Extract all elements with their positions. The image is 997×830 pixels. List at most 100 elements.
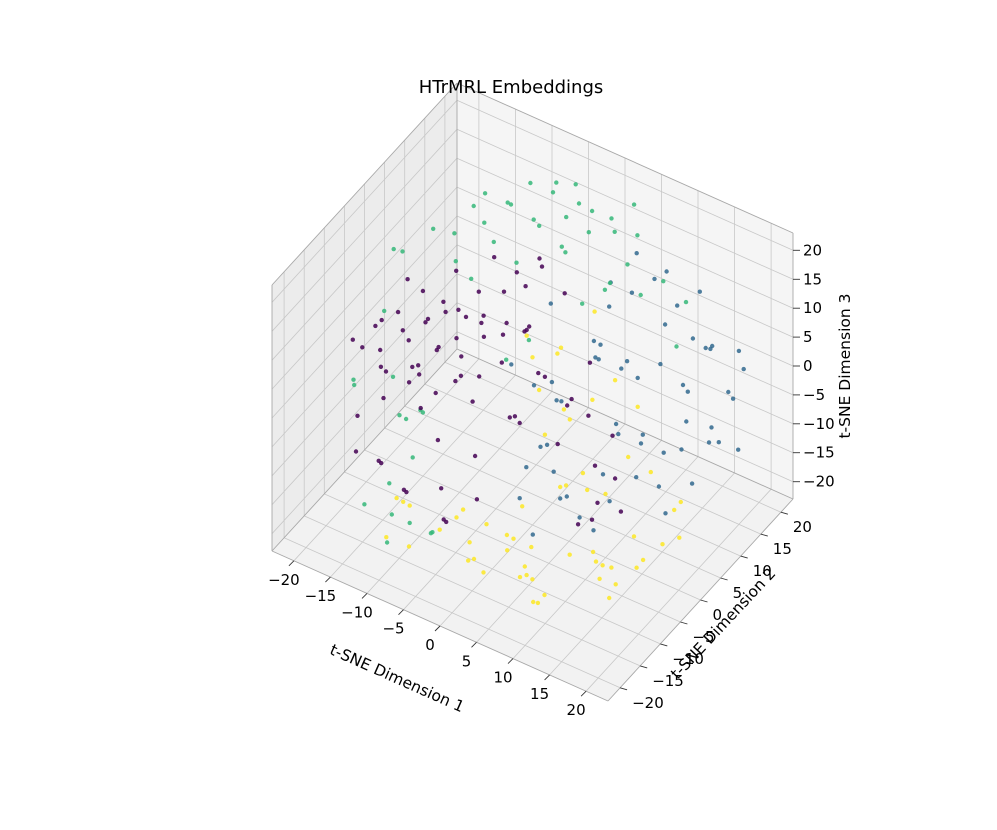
grid-line-z-back [456,186,794,338]
grid-line-z-back [456,99,794,251]
scatter-point-series-1 [379,317,384,323]
pane-edge [456,82,794,234]
scatter-point-series-1 [404,489,409,495]
scatter-point-series-2 [531,383,537,388]
scatter-point-series-4 [558,484,563,490]
scatter-point-series-1 [405,277,410,282]
scatter-point-series-1 [618,509,624,514]
scatter-point-series-1 [492,255,497,260]
scatter-point-series-3 [482,220,487,225]
grid-line-y-floor [304,515,641,667]
scatter-point-series-3 [625,262,630,267]
grid-line-z-left [271,100,458,303]
scatter-point-series-1 [435,437,441,443]
scatter-point-series-2 [652,276,657,282]
scatter-point-series-4 [612,378,618,383]
y-tick-mark [680,621,688,625]
scatter-point-series-1 [500,332,506,337]
scatter-point-series-1 [536,370,541,376]
scatter-point-series-3 [453,259,458,264]
scatter-point-series-3 [508,202,514,207]
grid-line-z-left [271,273,458,477]
scatter-point-series-1 [507,415,512,420]
scatter-point-series-2 [616,431,621,437]
scatter-point-series-2 [544,442,550,447]
scatter-point-series-2 [658,361,663,367]
scatter-point-series-3 [428,531,434,536]
scatter-point-series-3 [526,337,532,343]
scatter-point-series-2 [689,481,695,486]
scatter-point-series-4 [407,503,412,508]
scatter-point-series-2 [607,304,612,309]
scatter-point-series-3 [609,216,614,221]
scatter-point-series-4 [524,572,529,578]
scatter-point-series-3 [471,203,476,209]
z-tick-label: −20 [803,473,835,491]
scatter-point-series-4 [635,404,640,409]
scatter-point-series-3 [410,455,415,460]
scatter-point-series-4 [600,563,605,568]
y-tick-mark [700,599,708,603]
scatter-point-series-4 [561,407,567,412]
scatter-point-series-4 [530,577,535,582]
scatter-point-series-1 [400,328,405,333]
scatter-point-series-2 [600,472,606,477]
scatter-point-series-1 [459,354,464,359]
scatter-point-series-1 [355,413,360,418]
scatter-point-series-2 [554,398,559,403]
scatter-point-series-3 [559,244,564,249]
scatter-point-series-1 [522,329,527,334]
scatter-point-series-4 [590,397,595,402]
chart-title: HTrMRL Embeddings [419,77,604,98]
scatter-point-series-1 [454,268,459,273]
grid-line-y-floor [324,493,661,645]
scatter-point-series-4 [460,507,466,512]
scatter-point-series-3 [631,202,637,207]
scatter-point-series-1 [436,344,441,350]
scatter-point-series-2 [690,336,696,341]
grid-line-z-left [271,302,458,505]
scatter-point-series-4 [631,534,637,539]
scatter-point-series-1 [406,380,412,385]
scatter-point-series-4 [437,527,442,532]
scatter-point-series-3 [528,180,533,186]
scatter-point-series-1 [353,449,359,454]
scatter-point-series-1 [542,374,548,379]
scatter-point-series-1 [610,433,615,438]
grid-line-z-back [456,215,794,367]
scatter-point-series-4 [593,559,599,564]
scatter-point-series-3 [482,191,488,196]
scatter-point-series-1 [418,405,423,411]
scatter-point-series-3 [387,481,392,486]
scatter-point-series-2 [709,425,714,430]
scatter-point-series-2 [619,366,624,371]
scatter-point-series-2 [634,251,639,256]
scatter-point-series-4 [384,535,389,540]
scatter-point-series-2 [538,444,543,449]
x-tick-label: 5 [462,652,472,670]
scatter-point-series-2 [684,419,689,424]
scatter-point-series-2 [549,379,555,385]
scatter-point-series-1 [587,360,593,365]
scatter-point-series-4 [466,558,471,563]
scatter-point-series-3 [469,276,474,281]
scatter-point-series-1 [569,396,574,402]
grid-line-z-back [456,302,794,454]
scatter-point-series-4 [484,522,489,527]
x-tick-label: −10 [341,603,373,621]
scatter-point-series-2 [558,496,563,501]
grid-line-z-left [271,331,458,534]
scatter-point-series-3 [674,344,679,349]
scatter-point-series-2 [656,484,662,489]
grid-line-y-floor [424,383,761,535]
scatter-point-series-2 [730,396,736,401]
scatter-point-series-4 [406,544,412,549]
scatter-point-series-3 [352,382,357,388]
scatter-point-series-2 [624,359,630,364]
scatter-point-series-1 [420,288,426,294]
scatter-point-series-2 [638,441,644,446]
scatter-point-series-1 [539,264,545,269]
scatter-point-series-4 [634,565,639,570]
z-axis-label: t-SNE Dimension 3 [836,293,854,438]
scatter-point-series-1 [395,309,401,315]
